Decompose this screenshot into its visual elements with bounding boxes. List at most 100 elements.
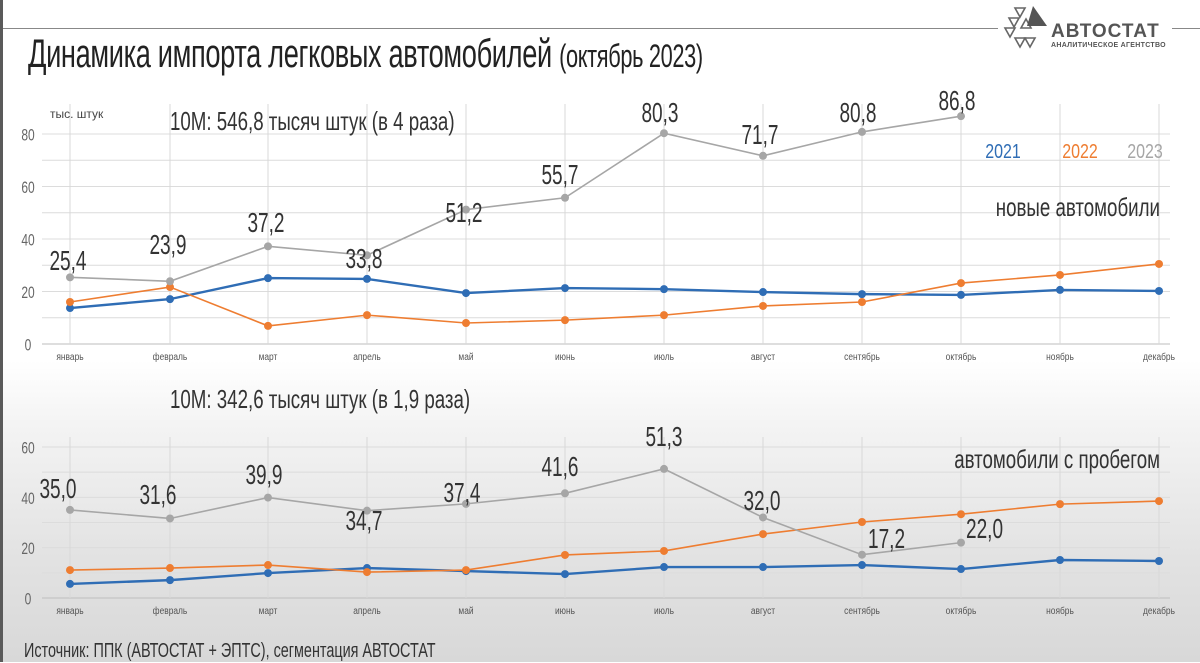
data-point (1056, 270, 1064, 279)
data-label: 31,6 (139, 479, 176, 511)
x-tick-label: ноябрь (1046, 605, 1074, 617)
data-point (660, 285, 668, 294)
data-point (957, 538, 965, 547)
data-point (166, 295, 174, 304)
data-point (66, 273, 74, 282)
y-tick-label: 0 (25, 337, 32, 355)
x-tick-label: сентябрь (844, 351, 880, 363)
x-tick-label: январь (56, 605, 83, 617)
data-label: 86,8 (938, 85, 975, 117)
data-point (66, 298, 74, 306)
data-point (858, 298, 866, 306)
data-label: 55,7 (541, 159, 578, 191)
data-point (561, 489, 569, 498)
title-period: (октябрь 2023) (559, 38, 703, 74)
x-tick-label: август (751, 605, 776, 617)
data-point (1155, 557, 1163, 566)
x-tick-label: ноябрь (1046, 351, 1074, 363)
data-point (660, 311, 668, 320)
data-point (264, 561, 272, 570)
y-tick-label: 60 (21, 440, 34, 458)
x-tick-label: сентябрь (844, 605, 880, 617)
data-point (561, 316, 569, 325)
data-point (759, 513, 767, 522)
x-tick-label: июнь (555, 605, 575, 617)
data-point (166, 277, 174, 286)
data-point (166, 564, 174, 573)
x-tick-label: декабрь (1143, 605, 1175, 617)
data-point (66, 566, 74, 575)
data-label: 71,7 (741, 119, 778, 151)
x-tick-label: март (259, 351, 278, 363)
source-note: Источник: ППК (АВТОСТАТ + ЭПТС), сегмент… (24, 640, 436, 662)
data-label: 25,4 (49, 245, 86, 277)
page-title: Динамика импорта легковых автомобилей (о… (28, 32, 703, 77)
data-point (166, 576, 174, 585)
data-point (759, 563, 767, 572)
title-text: Динамика импорта легковых автомобилей (28, 32, 552, 76)
y-tick-label: 20 (21, 284, 34, 302)
x-tick-label: июль (654, 605, 674, 617)
data-point (462, 566, 470, 575)
data-point (462, 289, 470, 298)
series-line-2022 (69, 263, 1160, 327)
data-point (759, 301, 767, 310)
left-border (0, 0, 3, 662)
data-point (66, 304, 74, 313)
data-label: 51,3 (645, 421, 682, 453)
data-point (1056, 285, 1064, 294)
data-point (561, 570, 569, 579)
data-point (1056, 500, 1064, 509)
data-point (759, 151, 767, 160)
series-line-2023 (69, 468, 962, 556)
data-label: 41,6 (541, 451, 578, 483)
header-divider (3, 28, 998, 29)
data-point (561, 193, 569, 202)
y-tick-label: 80 (21, 127, 34, 145)
series-line-2021 (69, 558, 1160, 586)
data-label: 17,2 (868, 523, 905, 555)
data-label: 22,0 (966, 513, 1003, 545)
data-point (561, 550, 569, 559)
x-tick-label: январь (56, 351, 83, 363)
data-point (858, 127, 866, 136)
x-tick-label: октябрь (946, 351, 977, 363)
data-point (264, 493, 272, 502)
x-tick-label: октябрь (946, 605, 977, 617)
data-point (166, 283, 174, 292)
data-point (462, 205, 470, 214)
data-point (264, 242, 272, 251)
header-divider-right (1172, 28, 1200, 29)
data-point (1155, 259, 1163, 268)
chart-segment-label: автомобили с пробегом (954, 444, 1160, 474)
data-point (660, 563, 668, 572)
x-tick-label: апрель (353, 351, 381, 363)
chart-new-cars (42, 104, 1170, 345)
data-point (166, 514, 174, 523)
series-line-2022 (69, 500, 1160, 573)
x-tick-label: июль (654, 351, 674, 363)
legend-item-2023: 2023 (1127, 140, 1163, 162)
data-point (660, 464, 668, 473)
y-tick-label: 0 (25, 591, 32, 609)
data-point (363, 568, 371, 577)
data-point (1155, 286, 1163, 295)
data-point (462, 499, 470, 508)
data-point (363, 251, 371, 260)
data-label: 34,7 (345, 505, 382, 537)
data-label: 80,8 (839, 97, 876, 129)
data-point (264, 321, 272, 330)
data-label: 33,8 (345, 243, 382, 275)
data-label: 80,3 (641, 97, 678, 129)
logo-subtitle: АНАЛИТИЧЕСКОЕ АГЕНТСТВО (1051, 42, 1166, 49)
series-line-2023 (69, 115, 962, 283)
data-point (660, 129, 668, 138)
y-tick-label: 60 (21, 179, 34, 197)
data-point (660, 546, 668, 555)
data-point (363, 274, 371, 283)
data-point (957, 279, 965, 288)
logo-triangles-icon (1003, 6, 1047, 49)
data-point (957, 565, 965, 574)
chart-segment-label: новые автомобили (996, 192, 1160, 222)
x-tick-label: май (458, 351, 473, 363)
